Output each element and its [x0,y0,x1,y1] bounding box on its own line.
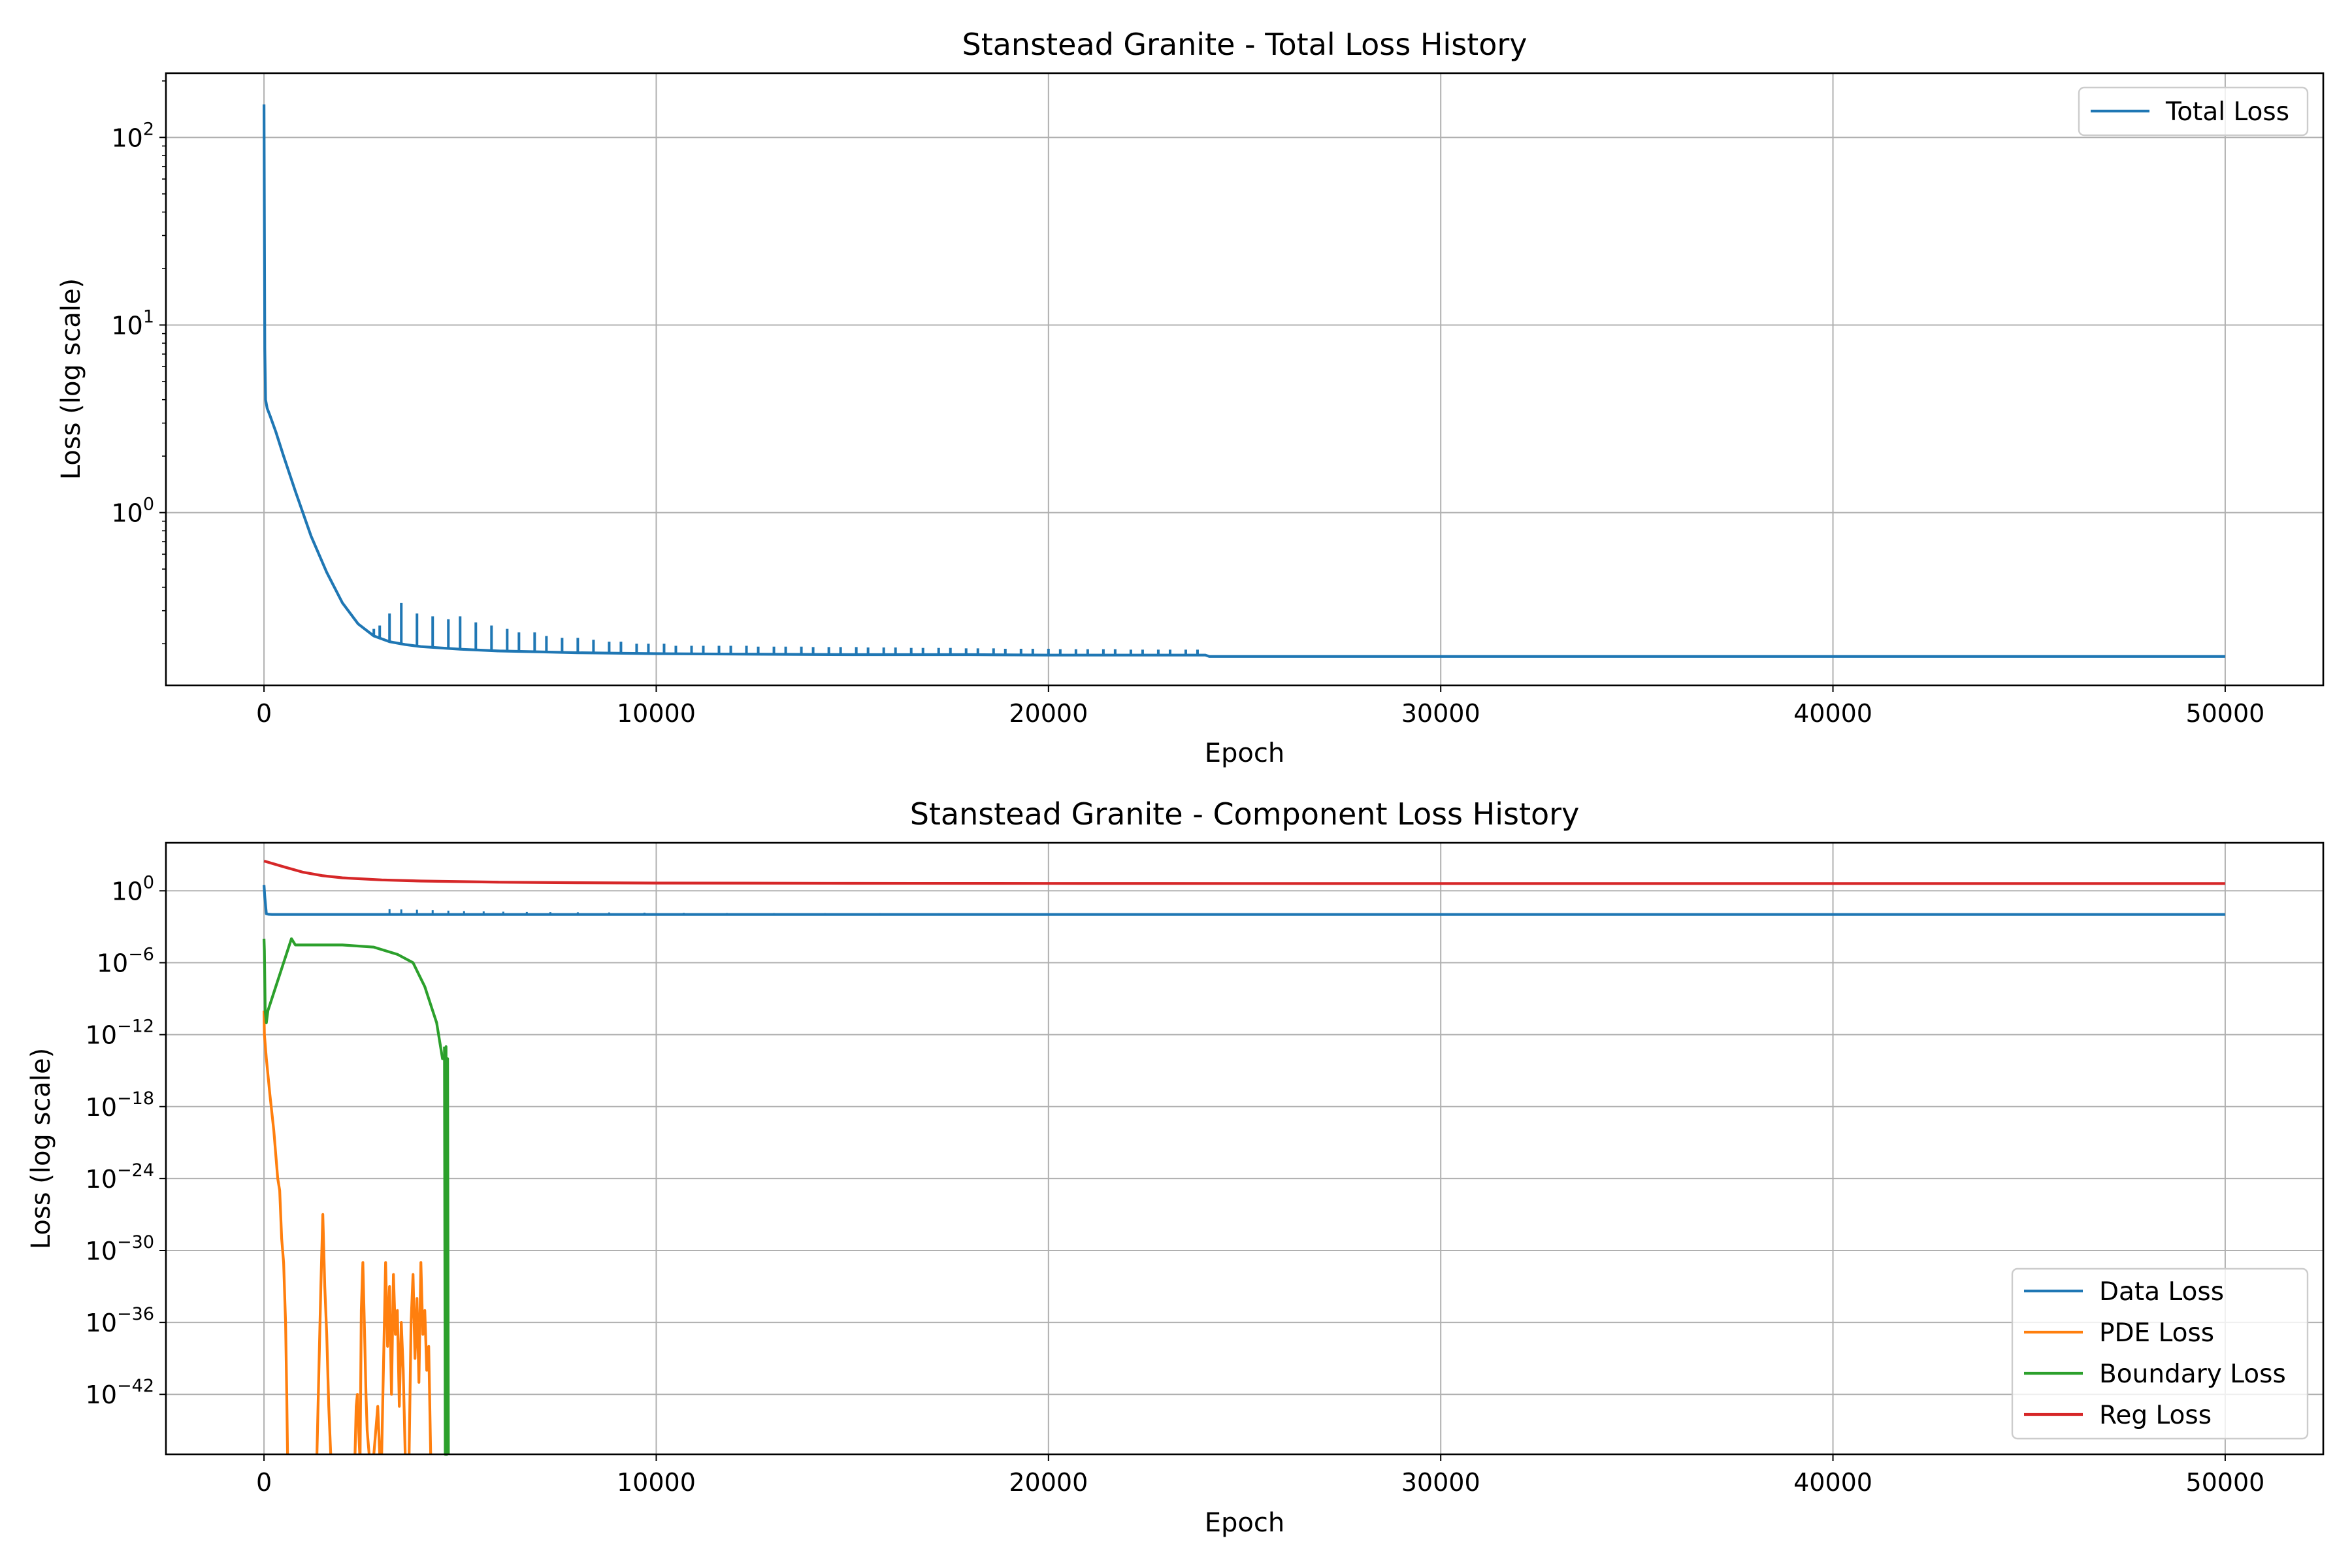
x-tick-label: 0 [256,699,272,728]
y-tick-exponent: −42 [117,1376,154,1396]
x-tick-label: 40000 [1793,699,1872,728]
plot-lines [263,104,2225,658]
y-tick-label: 10−6 [97,945,154,978]
y-tick-base: 10 [86,1309,117,1337]
x-tick-label: 20000 [1009,699,1088,728]
legend-box [2078,86,2309,137]
y-tick-base: 10 [86,1021,117,1050]
y-tick-exponent: 0 [143,495,154,515]
y-tick-label: 100 [111,495,154,528]
y-tick-base: 10 [86,1380,117,1409]
reg-loss-line [263,859,2225,885]
y-tick-base: 10 [111,123,142,152]
legend-box [2011,1267,2309,1440]
x-axis-label: Epoch [1205,738,1284,768]
y-tick-label: 10−36 [86,1304,154,1337]
y-tick-exponent: −30 [117,1232,154,1252]
legend-label: Data Loss [2099,1277,2224,1307]
y-tick-base: 10 [86,1237,117,1266]
x-tick-labels: 0 10000 20000 30000 40000 50000 [256,1454,2264,1497]
legend-label: Total Loss [2165,97,2289,127]
y-tick-base: 10 [111,877,142,906]
chart-title: Stanstead Granite - Component Loss Histo… [910,796,1580,832]
x-tick-label: 30000 [1401,1468,1480,1497]
data-loss-line [263,885,2225,916]
y-tick-label: 10−24 [86,1160,154,1194]
legend: Total Loss [2078,86,2309,137]
y-tick-exponent: −24 [117,1160,154,1181]
boundary-loss-spikes [443,1045,450,1456]
y-tick-base: 10 [86,1093,117,1122]
y-axis-label: Loss (log scale) [26,1048,56,1249]
pde-loss-burst [380,1261,407,1455]
legend: Data Loss PDE Loss Boundary Loss Reg Loss [2011,1267,2309,1440]
y-tick-label: 102 [111,119,154,152]
x-tick-label: 40000 [1793,1468,1872,1497]
y-tick-label: 100 [111,872,154,906]
grid-lines [166,73,2323,685]
y-tick-base: 10 [111,499,142,528]
y-tick-base: 10 [111,311,142,340]
legend-label: Reg Loss [2099,1401,2212,1430]
y-tick-label: 10−42 [86,1376,154,1409]
pde-loss-line [263,1010,289,1455]
pde-loss-burst [353,1393,361,1455]
plot-frame [165,72,2325,687]
y-tick-label: 101 [111,306,154,340]
y-tick-exponent: 0 [143,872,154,892]
y-tick-exponent: 2 [143,119,154,139]
y-tick-label: 10−30 [86,1232,154,1266]
pde-loss-burst [408,1261,433,1455]
boundary-loss-line [263,937,447,1060]
y-axis-label: Loss (log scale) [56,278,86,480]
total-loss-line [263,104,2225,658]
x-tick-label: 30000 [1401,699,1480,728]
x-tick-label: 50000 [2185,699,2264,728]
x-tick-label: 50000 [2185,1468,2264,1497]
component-loss-chart: Stanstead Granite - Component Loss Histo… [26,796,2325,1538]
legend-label: Boundary Loss [2099,1360,2286,1389]
plot-lines [263,859,2225,1456]
plot-frame [165,841,2325,1456]
x-tick-labels: 0 10000 20000 30000 40000 50000 [256,685,2264,728]
x-tick-label: 20000 [1009,1468,1088,1497]
total-loss-chart: Stanstead Granite - Total Loss History 0… [56,27,2325,768]
y-tick-exponent: 1 [143,306,154,327]
y-tick-exponent: −18 [117,1088,154,1109]
legend-label: PDE Loss [2099,1318,2214,1348]
y-tick-label: 10−12 [86,1017,154,1050]
y-tick-exponent: −36 [117,1304,154,1324]
y-tick-exponent: −6 [128,945,154,965]
y-tick-exponent: −12 [117,1017,154,1037]
x-tick-label: 10000 [617,1468,696,1497]
y-tick-base: 10 [86,1165,117,1194]
pde-loss-burst [359,1261,371,1455]
y-tick-base: 10 [97,949,128,978]
y-tick-label: 10−18 [86,1088,154,1122]
pde-loss-burst [316,1213,333,1455]
x-tick-label: 0 [256,1468,272,1497]
x-axis-label: Epoch [1205,1508,1284,1538]
x-tick-label: 10000 [617,699,696,728]
pde-loss-burst [372,1405,382,1455]
chart-title: Stanstead Granite - Total Loss History [962,27,1527,62]
